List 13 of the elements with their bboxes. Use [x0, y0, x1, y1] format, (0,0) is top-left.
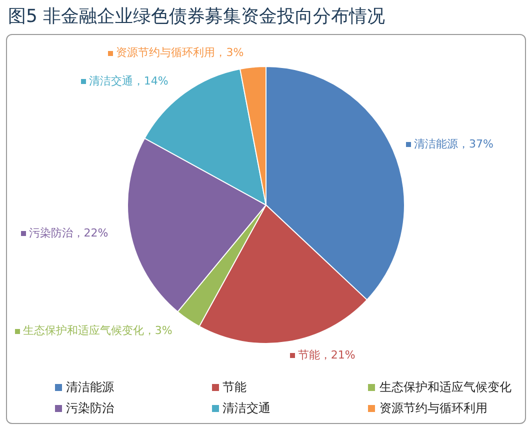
- legend-label: 生态保护和适应气候变化: [378, 379, 512, 396]
- legend-label: 节能: [222, 379, 248, 396]
- legend-label: 污染防治: [65, 400, 115, 417]
- data-label: 节能，21%: [298, 348, 356, 362]
- data-label: 生态保护和适应气候变化，3%: [22, 324, 172, 337]
- data-label: 清洁交通，14%: [88, 74, 168, 88]
- data-label: 清洁能源，37%: [414, 137, 494, 150]
- chart-title: 图5 非金融企业绿色债券募集资金投向分布情况: [7, 5, 386, 29]
- legend-label: 清洁交通: [222, 400, 272, 417]
- legend-label: 资源节约与循环利用: [378, 400, 488, 417]
- data-label: 污染防治，22%: [28, 226, 108, 240]
- legend-label: 清洁能源: [65, 379, 115, 396]
- data-label: 资源节约与循环利用，3%: [116, 46, 244, 60]
